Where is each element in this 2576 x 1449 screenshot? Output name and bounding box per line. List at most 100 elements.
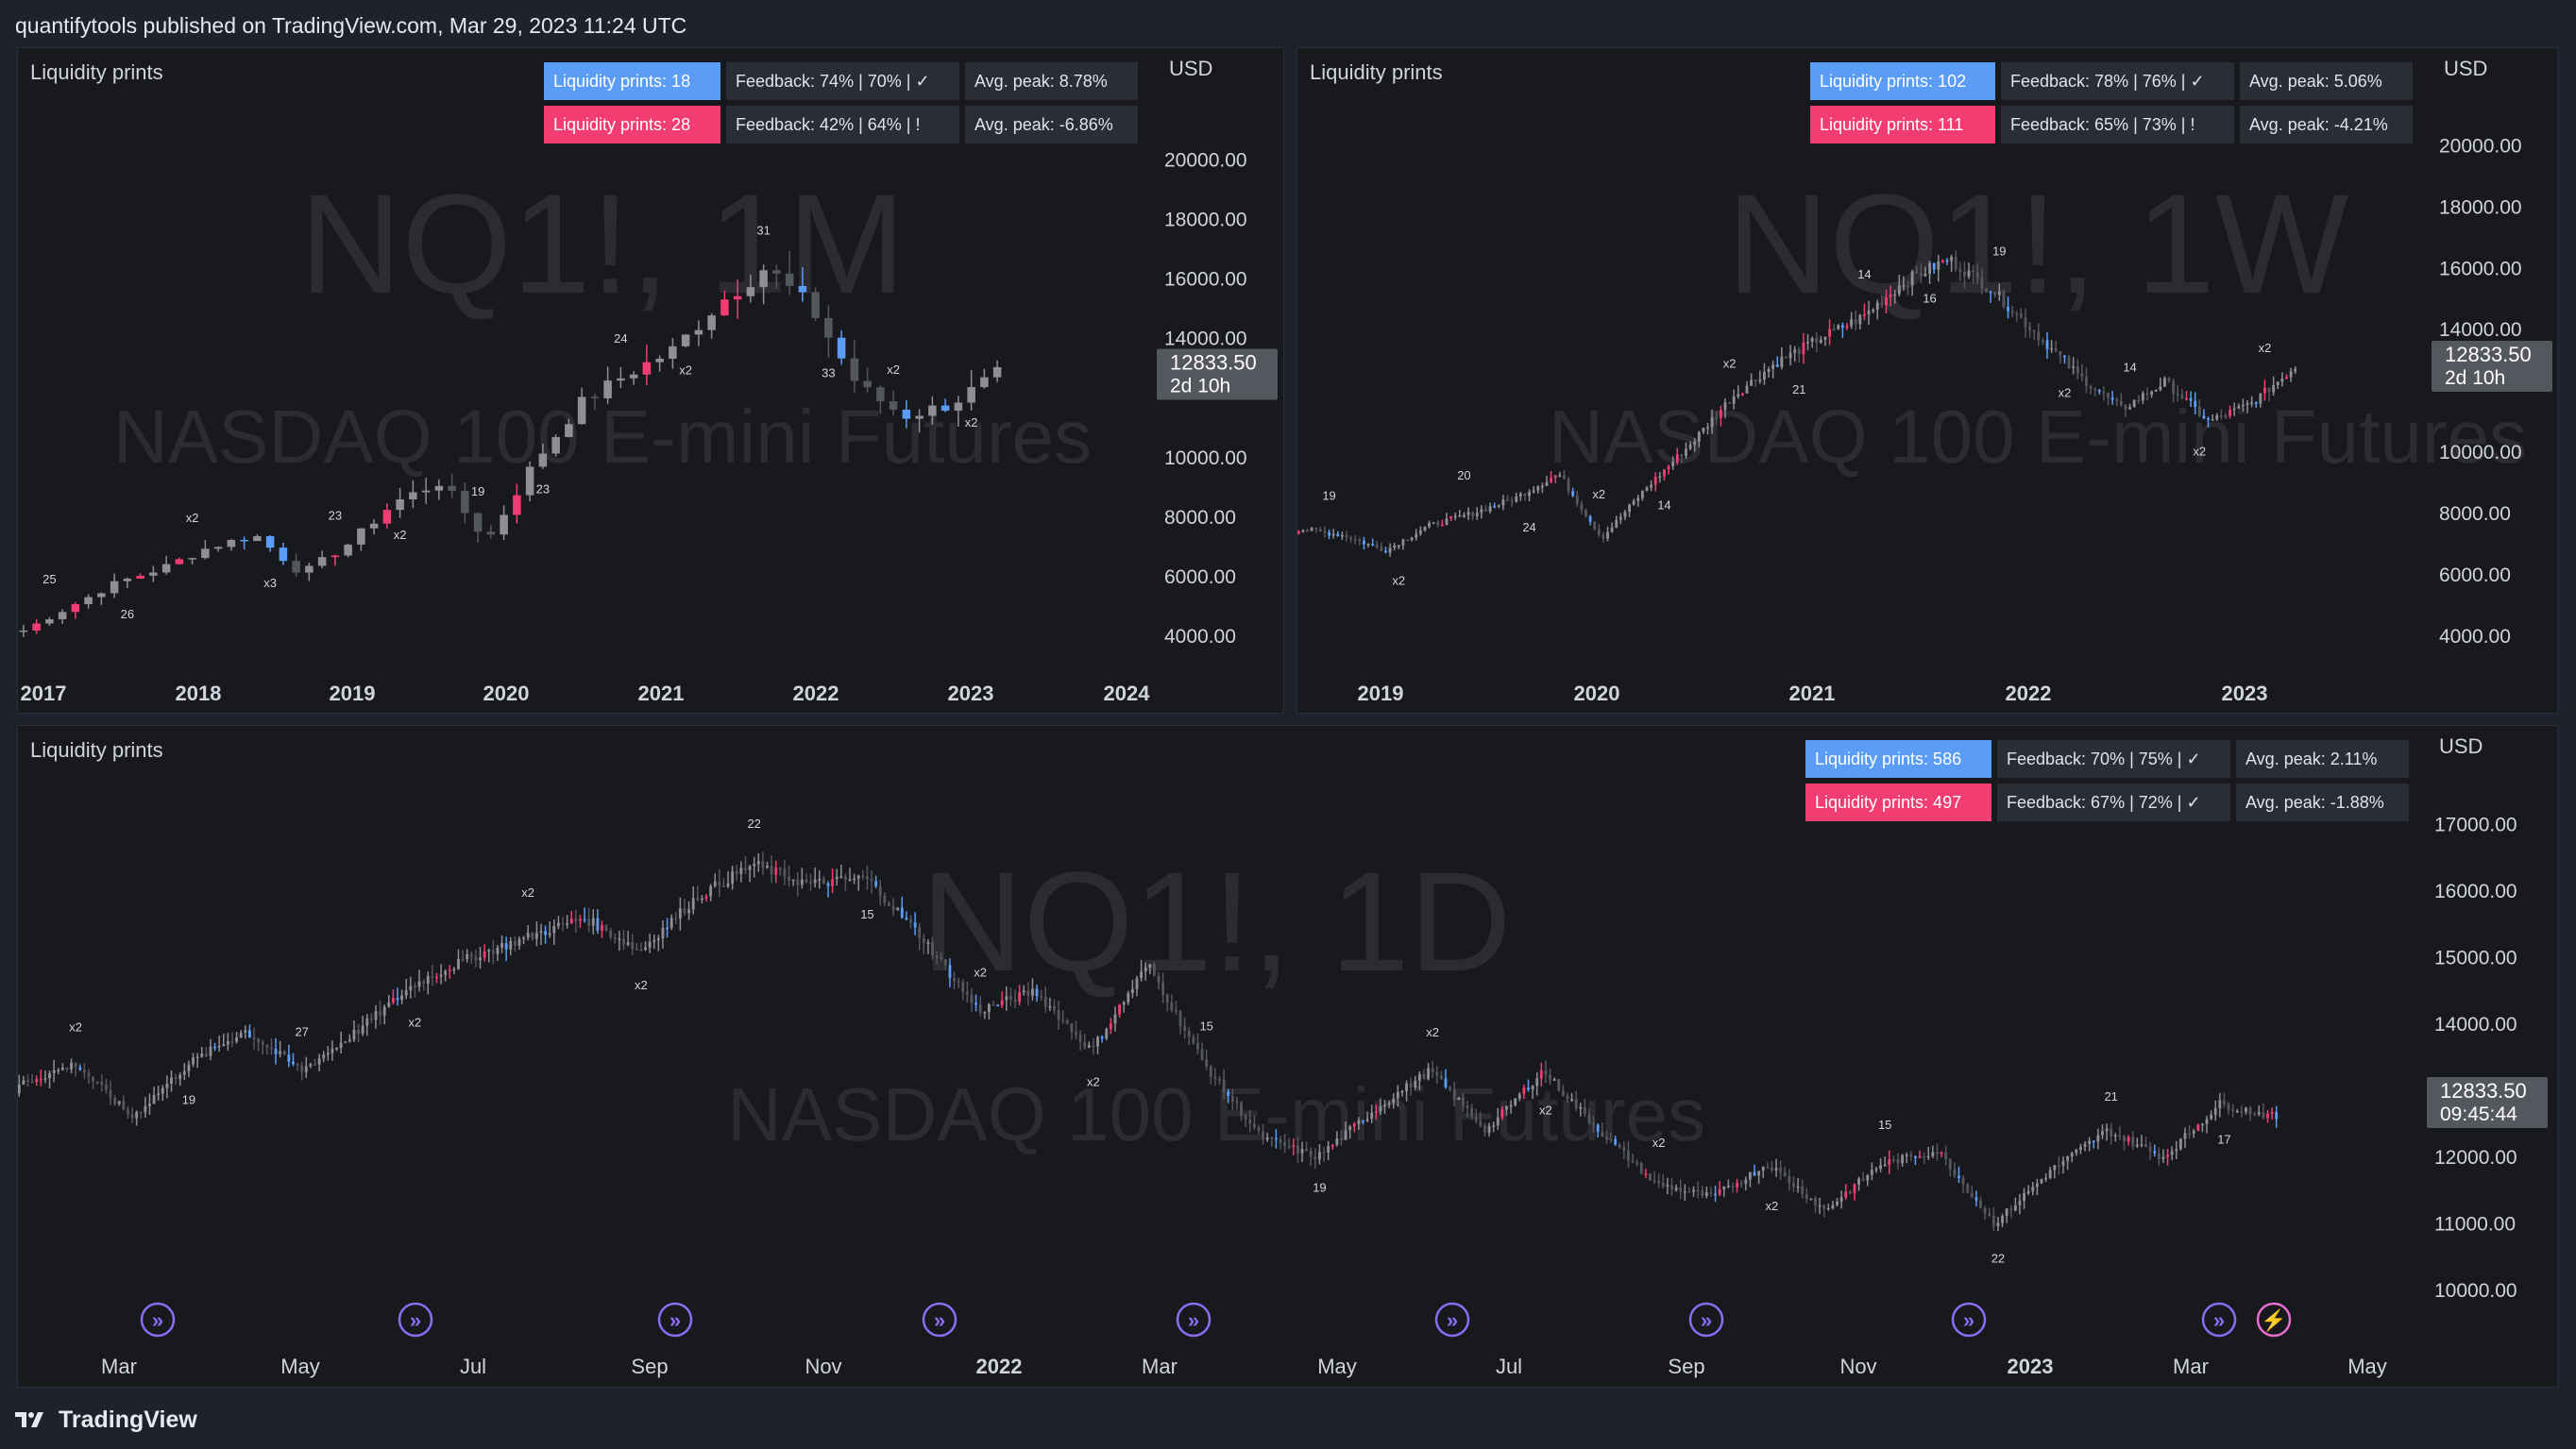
y-tick-label: 20000.00 (1164, 149, 1247, 171)
candle-body (1845, 326, 1849, 329)
chart-pane-monthly[interactable]: NQ1!, 1M NASDAQ 100 E-mini Futures 25 26 x2 x… (17, 47, 1284, 714)
candle-body (837, 337, 846, 359)
candle-body (835, 876, 839, 880)
candle-body (253, 536, 262, 542)
candle-body (1823, 336, 1827, 340)
candle-body (1719, 410, 1722, 418)
candle-body (314, 1064, 316, 1066)
candle-body (1340, 1137, 1343, 1140)
y-tick-label: 16000.00 (2439, 258, 2522, 279)
candle-body (1532, 490, 1535, 493)
candle-body (1000, 1000, 1004, 1006)
candle-body (1406, 539, 1409, 542)
candle-body (1754, 379, 1757, 381)
candle-body (561, 922, 565, 925)
y-tick-label: 11000.00 (2434, 1213, 2516, 1235)
candle-body (813, 879, 817, 884)
candle-body (2259, 393, 2262, 404)
candle-body (878, 885, 882, 896)
candle-body (469, 953, 473, 957)
candle-body (461, 958, 465, 961)
candle-body (296, 1064, 299, 1066)
candle-body (1571, 491, 1575, 497)
candle-body (655, 359, 664, 362)
candle-body (136, 575, 144, 579)
print-label: 20 (1457, 468, 1470, 482)
print-label: x2 (394, 528, 407, 542)
event-glyph: » (669, 1308, 681, 1332)
watermark-name: NASDAQ 100 E-mini Futures (727, 1072, 1705, 1156)
candle-body (1400, 1091, 1404, 1093)
bull-feedback-cell: Feedback: 70% | 75% | ✓ (1997, 740, 2230, 778)
candle-body (2132, 399, 2136, 408)
candle-body (1985, 288, 1988, 292)
candle-body (1270, 1137, 1274, 1139)
candle-body (2227, 1104, 2230, 1110)
candle-body (1983, 1207, 1987, 1214)
candle-body (1988, 1213, 1991, 1216)
candle-body (352, 1029, 356, 1040)
indicator-title[interactable]: Liquidity prints (1310, 60, 1443, 84)
candle-body (1570, 1099, 1573, 1101)
candle-body (1296, 531, 1300, 534)
currency-label: USD (1169, 57, 1212, 80)
candle-body (1165, 995, 1169, 1003)
candle-body (1596, 1124, 1600, 1132)
print-label: x2 (409, 1015, 422, 1029)
candle-body (170, 1077, 173, 1084)
candle-body (1013, 999, 1017, 1003)
candle-body (1414, 1080, 1417, 1088)
candle-body (1858, 314, 1862, 325)
stats-row-bear: Liquidity prints: 111 Feedback: 65% | 73… (1810, 106, 2413, 143)
indicator-title[interactable]: Liquidity prints (30, 60, 163, 84)
candle-body (2124, 405, 2127, 410)
candle-body (669, 918, 673, 928)
candle-body (1410, 537, 1414, 540)
candle-body (1328, 531, 1330, 536)
candle-body (1861, 1178, 1865, 1181)
candle-body (1601, 1131, 1604, 1137)
candle-body (2272, 385, 2276, 393)
chart-pane-daily[interactable]: NQ1!, 1D NASDAQ 100 E-mini Futures x2 19 27 x… (17, 725, 2558, 1388)
chart-pane-weekly[interactable]: NQ1!, 1W NASDAQ 100 E-mini Futures 19 x2 20 2… (1296, 47, 2558, 714)
candle-body (2211, 419, 2214, 421)
candle-body (522, 937, 525, 939)
candle-body (1492, 1125, 1496, 1127)
print-label: 22 (1991, 1252, 2005, 1266)
candle-body (1771, 364, 1775, 369)
countdown-label: 2d 10h (2445, 367, 2505, 389)
candle-body (1649, 1173, 1652, 1181)
candle-body (1539, 1070, 1543, 1079)
candle-body (1701, 1190, 1704, 1196)
candle-body (391, 998, 395, 1003)
candle-body (1874, 1169, 1878, 1171)
candle-body (1774, 1168, 1778, 1171)
candle-body (800, 879, 804, 885)
candle-body (1461, 1097, 1465, 1106)
candle-body (1018, 992, 1022, 1003)
candle-body (157, 1093, 161, 1096)
candle-body (1919, 273, 1923, 277)
x-tick-label: 2021 (1789, 682, 1836, 705)
candle-body (772, 270, 781, 274)
candle-body (195, 1056, 199, 1059)
candle-body (1863, 314, 1866, 316)
x-tick-label: Sep (631, 1355, 668, 1378)
candle-body (648, 941, 652, 948)
candle-body (639, 949, 643, 952)
candle-body (252, 1037, 256, 1039)
candle-body (357, 528, 365, 545)
candle-body (980, 377, 989, 388)
candle-body (317, 1058, 321, 1065)
candle-body (87, 1072, 91, 1077)
candle-body (457, 958, 460, 969)
indicator-title[interactable]: Liquidity prints (30, 738, 163, 762)
candle-body (396, 998, 399, 1001)
candle-body (700, 898, 703, 901)
candle-body (1053, 1006, 1056, 1011)
candle-body (1972, 270, 1975, 273)
candle-body (1363, 540, 1365, 545)
